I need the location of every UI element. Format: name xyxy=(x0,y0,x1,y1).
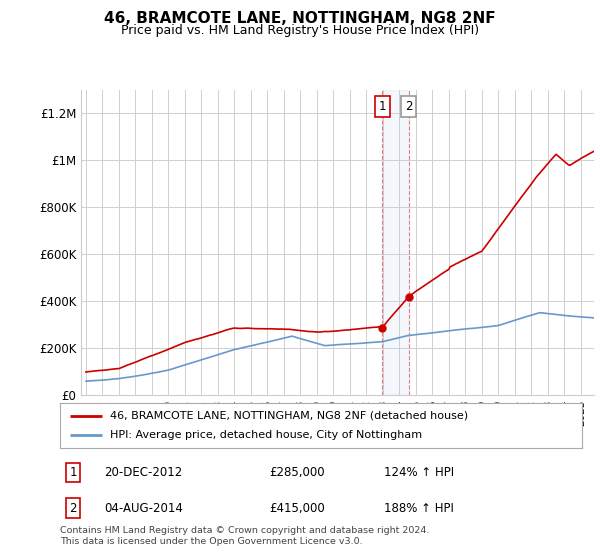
Text: 2: 2 xyxy=(405,100,413,113)
Text: 46, BRAMCOTE LANE, NOTTINGHAM, NG8 2NF: 46, BRAMCOTE LANE, NOTTINGHAM, NG8 2NF xyxy=(104,11,496,26)
Text: 188% ↑ HPI: 188% ↑ HPI xyxy=(383,502,454,515)
Text: £415,000: £415,000 xyxy=(269,502,325,515)
Text: HPI: Average price, detached house, City of Nottingham: HPI: Average price, detached house, City… xyxy=(110,431,422,441)
Text: Price paid vs. HM Land Registry's House Price Index (HPI): Price paid vs. HM Land Registry's House … xyxy=(121,24,479,36)
Text: Contains HM Land Registry data © Crown copyright and database right 2024.
This d: Contains HM Land Registry data © Crown c… xyxy=(60,526,430,546)
Text: £285,000: £285,000 xyxy=(269,466,325,479)
Bar xyxy=(382,90,409,395)
Text: 1: 1 xyxy=(70,466,77,479)
Text: 46, BRAMCOTE LANE, NOTTINGHAM, NG8 2NF (detached house): 46, BRAMCOTE LANE, NOTTINGHAM, NG8 2NF (… xyxy=(110,410,468,421)
Text: 124% ↑ HPI: 124% ↑ HPI xyxy=(383,466,454,479)
Text: 1: 1 xyxy=(379,100,386,113)
Text: 04-AUG-2014: 04-AUG-2014 xyxy=(104,502,183,515)
Text: 2: 2 xyxy=(70,502,77,515)
Text: 20-DEC-2012: 20-DEC-2012 xyxy=(104,466,182,479)
